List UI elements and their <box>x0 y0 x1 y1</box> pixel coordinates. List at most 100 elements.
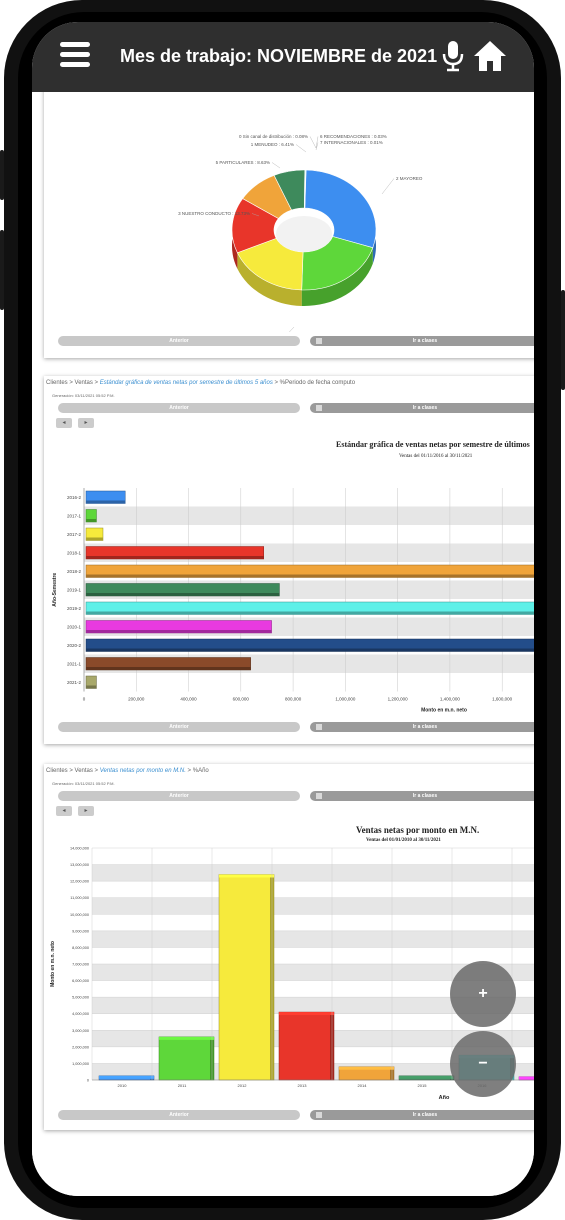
prev-button[interactable]: Anterior <box>58 791 300 801</box>
grid-band <box>92 848 534 865</box>
y-tick-label: 7,000,000 <box>72 963 89 967</box>
y-tick-label: 5,000,000 <box>72 996 89 1000</box>
prev-button[interactable]: Anterior <box>58 336 300 346</box>
y-tick-label: 2018-2 <box>67 569 82 574</box>
semester-bar-chart: 0 200,000 400,000 600,000 800,000 1,000,000 1,… <box>52 488 534 714</box>
pie-label-leader <box>285 326 295 336</box>
crumb-link[interactable]: Estándar gráfica de ventas netas por sem… <box>99 380 273 386</box>
crumb-sep: > <box>92 380 100 386</box>
y-tick-label: 3,000,000 <box>72 1029 89 1033</box>
side-button-right <box>561 290 565 390</box>
yearly-bar-chart: 0 1,000,000 2,000,000 3,000,000 4,000,000 5,0… <box>50 847 534 1101</box>
pie-slice-side <box>237 252 302 306</box>
pie-chart: 2 MAYOREO4 DISTRIBUIDORES : 19.0199999 P… <box>178 134 433 347</box>
grid-band <box>92 964 534 981</box>
pie-label-leader <box>309 136 317 149</box>
pie-label: 3 NUESTRO CONDUCTO : 13.73% <box>178 211 250 216</box>
app-title: Mes de trabajo: NOVIEMBRE de 2021 <box>120 46 438 66</box>
semester-chart-card: Clientes > Ventas > Estándar gráfica de … <box>44 376 534 744</box>
next-button[interactable]: Ir a clases <box>310 722 534 732</box>
x-tick-label: 2014 <box>358 1083 368 1088</box>
x-tick-label: 0 <box>83 697 86 702</box>
grid-band <box>84 488 534 507</box>
pie-label-leader <box>251 213 260 217</box>
x-tick-label: 2011 <box>178 1083 187 1088</box>
crumb-section[interactable]: Ventas <box>74 768 93 774</box>
x-tick-label: 1,200,000 <box>388 697 409 702</box>
prev-button[interactable]: Anterior <box>58 1110 300 1120</box>
crumb-link[interactable]: Ventas netas por monto en M.N. <box>99 768 186 774</box>
y-tick-label: 8,000,000 <box>72 946 89 950</box>
y-tick-label: 2017-2 <box>67 532 82 537</box>
x-tick-label: 1,600,000 <box>492 697 513 702</box>
side-button-left-1 <box>0 150 4 200</box>
breadcrumb: Clientes > Ventas > Estándar gráfica de … <box>46 380 355 386</box>
pie-label-leader <box>381 178 395 195</box>
crumb-sep: > <box>67 380 75 386</box>
bar-shade <box>86 574 534 578</box>
x-tick-label: 600,000 <box>233 697 250 702</box>
y-tick-label: 6,000,000 <box>72 979 89 983</box>
chart-title: Ventas netas por monto en M.N. <box>356 825 480 835</box>
x-tick-label: 2010 <box>118 1083 128 1088</box>
bar-shade <box>86 593 280 596</box>
pie-label: 0 Sin canal de distribución : 0.08% <box>239 134 308 139</box>
zoom-in-button[interactable]: + <box>450 961 516 1027</box>
prev-button[interactable]: Anterior <box>58 403 300 413</box>
bar-top <box>279 1012 334 1016</box>
pie-label: 2 MAYOREO <box>396 176 423 181</box>
menu-icon[interactable] <box>60 42 90 68</box>
x-tick-label: 800,000 <box>285 697 302 702</box>
next-label: Ir a clases <box>412 338 438 344</box>
bar-top <box>339 1066 394 1070</box>
pie-chart-card: 2 MAYOREO4 DISTRIBUIDORES : 19.0199999 P… <box>44 92 534 358</box>
y-tick-label: 2019-2 <box>67 606 82 611</box>
chart-subtitle: Ventas del 01/01/2010 al 30/11/2021 <box>366 838 441 843</box>
generated-timestamp: Generación: 03/11/2021 05:52 P.M. <box>52 393 115 398</box>
grid-band <box>84 673 534 692</box>
bar-shade <box>86 648 534 652</box>
generated-timestamp: Generación: 03/11/2021 05:52 P.M. <box>52 781 115 786</box>
pie-slice <box>304 169 377 249</box>
app-header: Mes de trabajo: NOVIEMBRE de 2021 <box>32 22 534 92</box>
bar-top <box>159 1036 214 1040</box>
crumb-tail: > %Año <box>185 768 209 774</box>
crumb-root[interactable]: Clientes <box>46 380 68 386</box>
next-button[interactable]: Ir a clases <box>310 403 534 413</box>
pager-right-button[interactable]: ▸ <box>78 418 94 428</box>
grid-band <box>92 864 534 882</box>
bar-shade <box>86 556 264 559</box>
microphone-icon[interactable] <box>442 40 464 72</box>
next-button[interactable]: Ir a clases <box>310 336 534 346</box>
y-tick-label: 4,000,000 <box>72 1012 89 1016</box>
chart-title: Estándar gráfica de ventas netas por sem… <box>336 440 530 449</box>
pager-left-button[interactable]: ◂ <box>56 806 72 816</box>
y-tick-label: 13,000,000 <box>70 863 89 867</box>
y-tick-label: 2019-1 <box>67 587 82 592</box>
phone-screen: Mes de trabajo: NOVIEMBRE de 2021 2 MAYO… <box>32 22 534 1196</box>
home-icon[interactable] <box>472 38 508 74</box>
bar <box>278 1011 335 1081</box>
grid-band <box>92 897 534 915</box>
pie-label-leader <box>295 144 307 153</box>
zoom-out-button[interactable]: − <box>450 1031 516 1097</box>
y-tick-label: 14,000,000 <box>70 847 89 851</box>
next-button[interactable]: Ir a clases <box>310 1110 534 1120</box>
grid-band <box>92 997 534 1014</box>
y-tick-label: 1,000,000 <box>72 1062 89 1066</box>
prev-button[interactable]: Anterior <box>58 722 300 732</box>
pie-label-leader <box>315 136 319 149</box>
x-tick-label: 1,000,000 <box>335 697 356 702</box>
pager-left-button[interactable]: ◂ <box>56 418 72 428</box>
crumb-tail: > %Periodo de fecha computo <box>272 380 356 386</box>
next-button[interactable]: Ir a clases <box>310 791 534 801</box>
crumb-root[interactable]: Clientes <box>46 768 68 774</box>
y-tick-label: 11,000,000 <box>70 896 89 900</box>
bar-top <box>219 874 274 878</box>
y-tick-label: 2017-1 <box>67 513 82 518</box>
bar-top <box>399 1075 454 1079</box>
bar-top <box>99 1075 154 1079</box>
crumb-section[interactable]: Ventas <box>74 380 93 386</box>
pager-right-button[interactable]: ▸ <box>78 806 94 816</box>
y-tick-label: 2018-1 <box>67 550 82 555</box>
